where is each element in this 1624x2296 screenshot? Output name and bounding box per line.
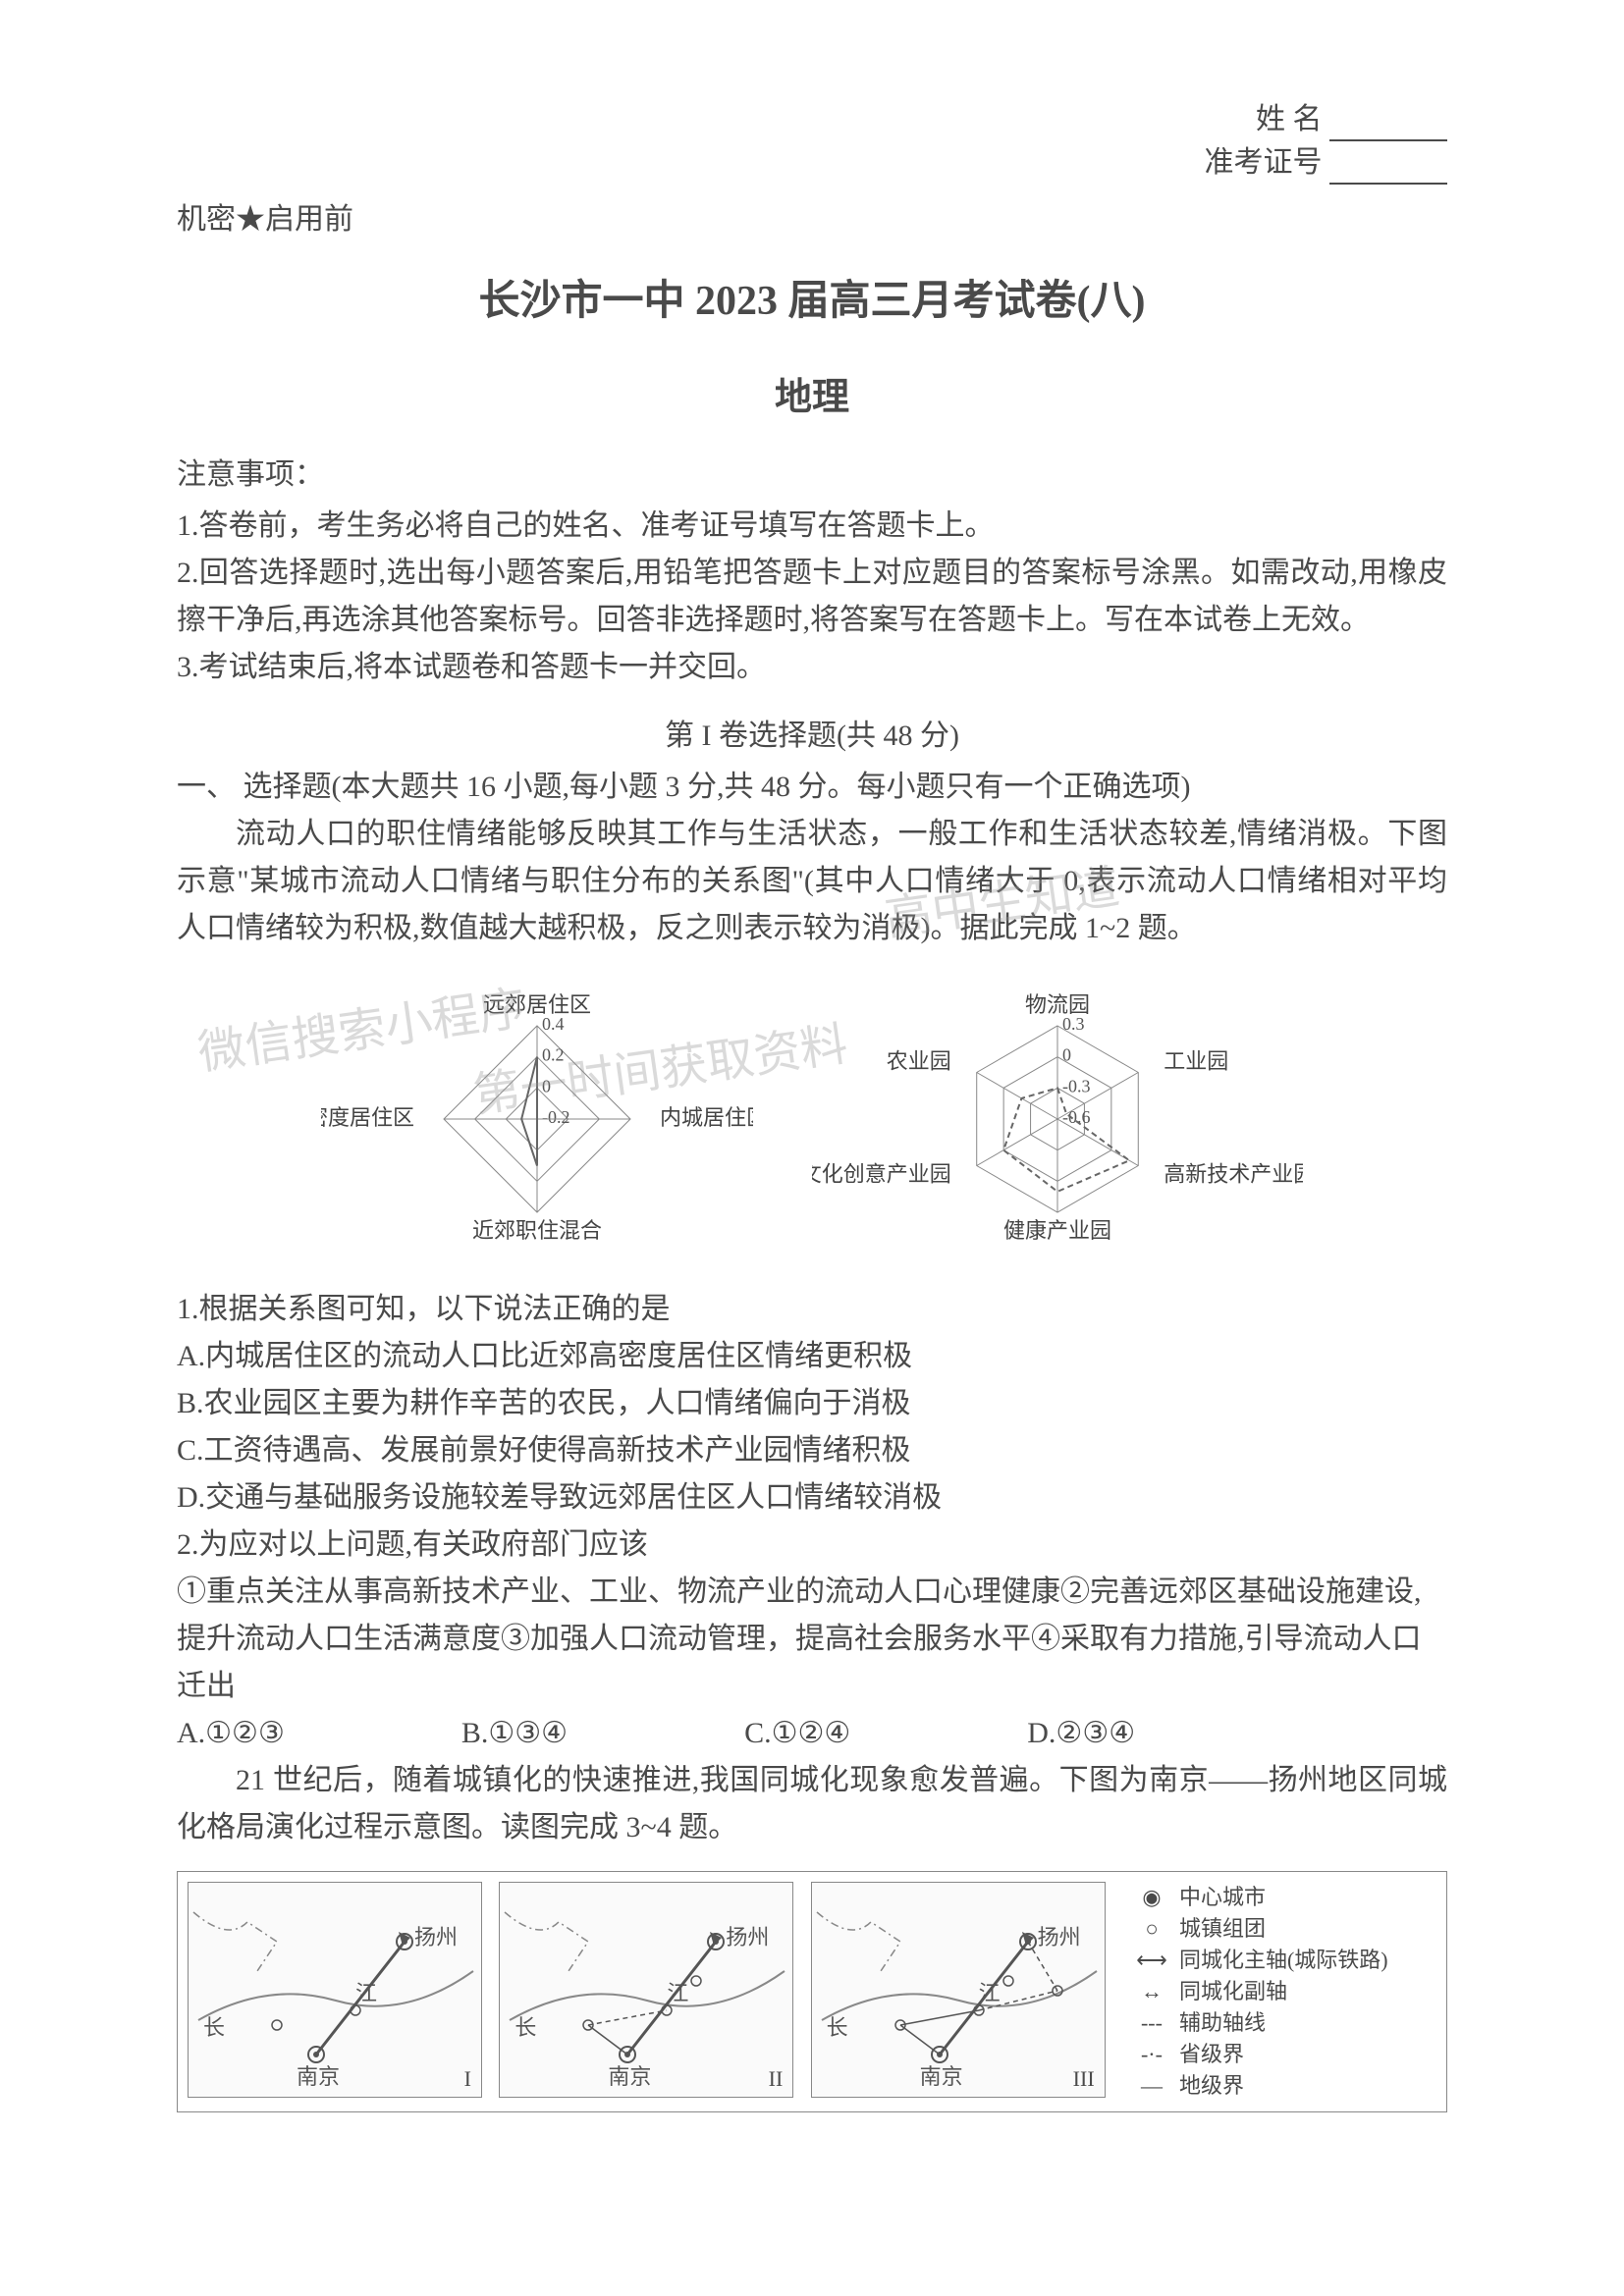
examid-label: 准考证号 (1205, 146, 1323, 179)
q1-option-d: D.交通与基础服务设施较差导致远郊居住区人口情绪较消极 (177, 1474, 1447, 1522)
q2-option-d: D.②③④ (1027, 1710, 1135, 1757)
legend-town-group: ○城镇组团 (1132, 1913, 1436, 1945)
q2-option-a: A.①②③ (177, 1710, 285, 1757)
name-field-row: 姓 名 (177, 98, 1447, 141)
map3-yangzhou: 扬州 (1038, 1920, 1081, 1951)
legend-aux-axis: ---辅助轴线 (1132, 2007, 1436, 2039)
q1-option-a: A.内城居住区的流动人口比近郊高密度居住区情绪更积极 (177, 1333, 1447, 1380)
q1-stem: 1.根据关系图可知，以下说法正确的是 (177, 1286, 1447, 1333)
province-border-icon: -·- (1132, 2039, 1171, 2070)
aux-axis-icon: --- (1132, 2007, 1171, 2039)
map1-roman: I (464, 2066, 471, 2092)
legend-main-axis-label: 同城化主轴(城际铁路) (1179, 1945, 1388, 1976)
town-group-icon: ○ (1132, 1913, 1171, 1945)
legend-main-axis: ⟷ 同城化主轴(城际铁路) (1132, 1945, 1436, 1976)
svg-text:物流园: 物流园 (1025, 992, 1090, 1017)
q2-option-c: C.①②④ (744, 1710, 850, 1757)
map-panel-3: 扬州 江 长 南京 III (811, 1882, 1106, 2098)
svg-text:远郊居住区: 远郊居住区 (483, 992, 591, 1017)
svg-text:高新技术产业园: 高新技术产业园 (1164, 1162, 1303, 1187)
map-legend: ◉中心城市 ○城镇组团 ⟷同城化主轴(城际铁路) ↔同城化副轴 ---辅助轴线 … (1122, 1882, 1436, 2102)
prefecture-border-icon: — (1132, 2070, 1171, 2102)
legend-aux-axis-label: 辅助轴线 (1179, 2007, 1266, 2039)
svg-text:工业园: 工业园 (1164, 1049, 1228, 1074)
svg-text:内城居住区: 内城居住区 (660, 1105, 753, 1130)
svg-text:0: 0 (542, 1076, 551, 1095)
main-axis-icon: ⟷ (1132, 1945, 1171, 1976)
q2-option-b: B.①③④ (461, 1710, 568, 1757)
map1-nanjing: 南京 (297, 2059, 340, 2091)
exam-page: 姓 名 准考证号 机密★启用前 长沙市一中 2023 届高三月考试卷(八) 地理… (0, 0, 1624, 2296)
sub-axis-icon: ↔ (1132, 1976, 1171, 2007)
q2-statements: ①重点关注从事高新技术产业、工业、物流产业的流动人口心理健康②完善远郊区基础设施… (177, 1569, 1447, 1710)
exam-subject: 地理 (177, 366, 1447, 420)
map2-chang: 长 (514, 2010, 536, 2042)
notice-2: 2.回答选择题时,选出每小题答案后,用铅笔把答题卡上对应题目的答案标号涂黑。如需… (177, 550, 1447, 644)
map3-chang: 长 (827, 2010, 848, 2042)
legend-prefecture-border: —地级界 (1132, 2070, 1436, 2102)
legend-sub-axis: ↔ 同城化副轴 (1132, 1976, 1436, 2007)
map-panel-1: 扬州 江 长 南京 I (188, 1882, 482, 2098)
map1-jiang: 江 (355, 1976, 377, 2007)
svg-text:0.3: 0.3 (1062, 1014, 1085, 1034)
svg-text:0.4: 0.4 (542, 1014, 565, 1034)
center-city-icon: ◉ (1132, 1882, 1171, 1913)
legend-town-group-label: 城镇组团 (1179, 1913, 1266, 1945)
map2-roman: II (769, 2066, 784, 2092)
q2-options-row: A.①②③ B.①③④ C.①②④ D.②③④ (177, 1710, 1447, 1757)
q2-stem: 2.为应对以上问题,有关政府部门应该 (177, 1522, 1447, 1569)
map1-chang: 长 (203, 2010, 225, 2042)
legend-center-city: ◉ 中心城市 (1132, 1882, 1436, 1913)
examid-field-row: 准考证号 (177, 141, 1447, 185)
q1-option-b: B.农业园区主要为耕作辛苦的农民，人口情绪偏向于消极 (177, 1380, 1447, 1427)
svg-text:近郊职住混合: 近郊职住混合 (472, 1218, 602, 1243)
map2-nanjing: 南京 (608, 2059, 651, 2091)
svg-text:文化创意产业园: 文化创意产业园 (812, 1162, 951, 1187)
svg-text:健康产业园: 健康产业园 (1003, 1218, 1111, 1243)
legend-prefecture-border-label: 地级界 (1179, 2070, 1244, 2102)
q1-option-c: C.工资待遇高、发展前景好使得高新技术产业园情绪积极 (177, 1427, 1447, 1474)
passage-2: 21 世纪后，随着城镇化的快速推进,我国同城化现象愈发普遍。下图为南京——扬州地… (177, 1757, 1447, 1851)
legend-province-border: -·- 省级界 (1132, 2039, 1436, 2070)
map3-jiang: 江 (979, 1976, 1001, 2007)
svg-text:农业园: 农业园 (887, 1049, 951, 1074)
svg-text:-0.3: -0.3 (1062, 1076, 1091, 1095)
exam-title: 长沙市一中 2023 届高三月考试卷(八) (177, 267, 1447, 327)
notice-1: 1.答卷前，考生务必将自己的姓名、准考证号填写在答题卡上。 (177, 503, 1447, 550)
svg-text:0: 0 (1062, 1045, 1071, 1065)
radar-chart-residence: 0.4 0.2 0 -0.2 远郊居住区内城居住区近郊职住混合 近郊高密度居住区 (321, 972, 753, 1266)
name-label: 姓 名 (1256, 103, 1323, 135)
map3-roman: III (1073, 2066, 1095, 2092)
svg-text:-0.2: -0.2 (542, 1107, 570, 1127)
svg-text:近郊高密度居住区: 近郊高密度居住区 (321, 1105, 414, 1130)
legend-sub-axis-label: 同城化副轴 (1179, 1976, 1287, 2007)
radar-chart-industry: 0.30-0.3-0.6物流园工业园高新技术产业园健康产业园文化创意产业园农业园 (812, 972, 1303, 1266)
section1-header: 第 I 卷选择题(共 48 分) (177, 711, 1447, 754)
map2-jiang: 江 (667, 1976, 688, 2007)
header-fields: 姓 名 准考证号 (177, 98, 1447, 185)
map-panel-2: 扬州 江 长 南京 II (499, 1882, 793, 2098)
legend-center-city-label: 中心城市 (1179, 1882, 1266, 1913)
map3-nanjing: 南京 (920, 2059, 963, 2091)
radar-charts-row: 0.4 0.2 0 -0.2 远郊居住区内城居住区近郊职住混合 近郊高密度居住区 0.3 0… (177, 972, 1447, 1266)
svg-text:0.2: 0.2 (542, 1045, 565, 1065)
confidential-label: 机密★启用前 (177, 194, 1447, 238)
map1-yangzhou: 扬州 (414, 1920, 458, 1951)
notice-header: 注意事项： (177, 450, 1447, 493)
passage-1: 流动人口的职住情绪能够反映其工作与生活状态，一般工作和生活状态较差,情绪消极。下… (177, 811, 1447, 952)
maps-row: 扬州 江 长 南京 I 扬州 江 (177, 1871, 1447, 2112)
notice-3: 3.考试结束后,将本试题卷和答题卡一并交回。 (177, 644, 1447, 691)
legend-province-border-label: 省级界 (1179, 2039, 1244, 2070)
section1-intro: 一、 选择题(本大题共 16 小题,每小题 3 分,共 48 分。每小题只有一个… (177, 764, 1447, 811)
examid-blank (1329, 183, 1447, 185)
map2-yangzhou: 扬州 (726, 1920, 769, 1951)
